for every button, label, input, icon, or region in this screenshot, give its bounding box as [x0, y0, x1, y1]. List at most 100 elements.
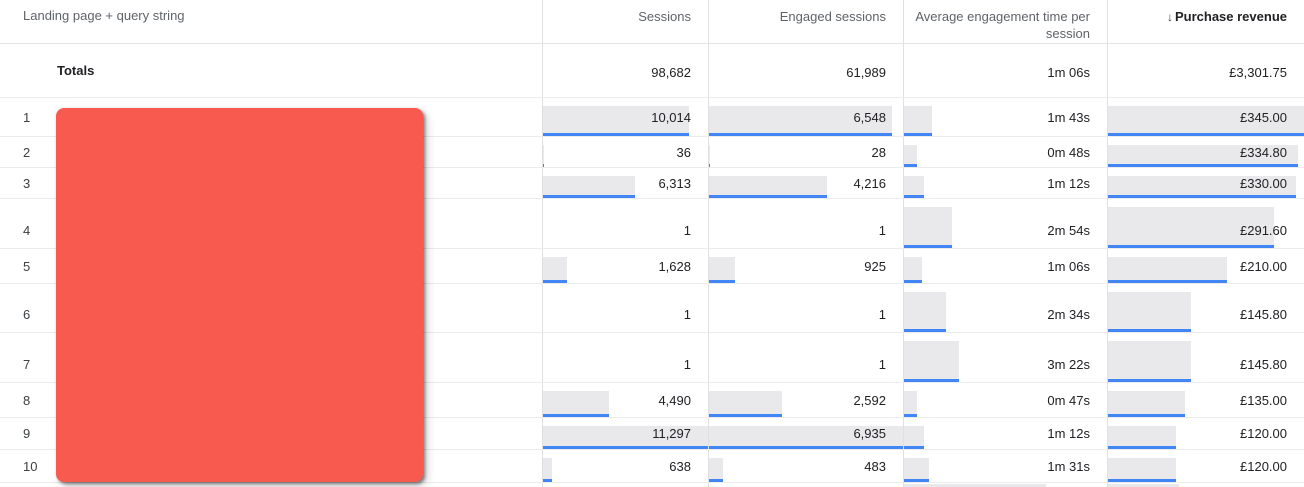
- redaction-overlay: [56, 108, 423, 482]
- cell-bar: [904, 176, 924, 198]
- purchase-revenue-cell: £145.80: [1107, 333, 1304, 382]
- cell-bar: [543, 426, 708, 449]
- cell-bar: [904, 257, 923, 283]
- cell-bar: [543, 106, 690, 136]
- cell-bar: [1108, 426, 1177, 449]
- cell-bar: [709, 426, 903, 449]
- cell-value: 1: [878, 357, 886, 372]
- cell-value: 1: [683, 223, 691, 238]
- table-row: 3 6,313 4,216 1m 12s £330.00: [0, 168, 1304, 199]
- column-header-sessions[interactable]: Sessions: [542, 0, 708, 43]
- cell-value: 1: [878, 307, 886, 322]
- cell-value: 1,628: [658, 258, 691, 274]
- sort-descending-icon: ↓: [1166, 10, 1173, 24]
- row-number: 1: [23, 109, 31, 125]
- purchase-revenue-cell: £330.00: [1107, 168, 1304, 198]
- cell-value: 3m 22s: [1047, 357, 1090, 372]
- totals-label: Totals: [57, 63, 95, 78]
- cell-value: £145.80: [1240, 357, 1287, 372]
- cell-bar: [904, 458, 929, 482]
- avg-engagement-time-cell: 2m 54s: [903, 199, 1107, 248]
- cell-value: 10,014: [651, 109, 691, 125]
- sessions-cell: 1,628: [542, 249, 708, 283]
- table-row: 10 638 483 1m 31s £120.00: [0, 450, 1304, 483]
- cell-value: £330.00: [1240, 175, 1287, 191]
- purchase-revenue-cell: £334.80: [1107, 137, 1304, 167]
- cell-bar: [709, 176, 827, 198]
- cell-value: 0m 48s: [1047, 144, 1090, 160]
- cell-bar: [543, 257, 567, 283]
- engaged-sessions-cell: 1: [708, 333, 903, 382]
- cell-bar: [543, 145, 544, 167]
- cell-value: £291.60: [1240, 223, 1287, 238]
- column-header-purchase-revenue-label: Purchase revenue: [1174, 9, 1287, 24]
- cell-bar: [1108, 341, 1191, 382]
- engaged-sessions-cell: 6,935: [708, 418, 903, 449]
- cell-value: 1m 12s: [1047, 426, 1090, 441]
- purchase-revenue-cell: £345.00: [1107, 98, 1304, 136]
- engaged-sessions-cell: 4,216: [708, 168, 903, 198]
- cell-bar: [904, 341, 959, 382]
- sessions-cell: 1: [542, 333, 708, 382]
- cell-bar: [904, 145, 917, 167]
- row-number: 6: [23, 307, 31, 322]
- cell-value: £135.00: [1240, 392, 1287, 408]
- column-header-purchase-revenue[interactable]: ↓ Purchase revenue: [1107, 0, 1304, 43]
- avg-engagement-time-cell: 1m 06s: [903, 249, 1107, 283]
- cell-value: 36: [676, 144, 691, 160]
- purchase-revenue-cell: £291.60: [1107, 199, 1304, 248]
- purchase-revenue-cell: £210.00: [1107, 249, 1304, 283]
- cell-value: 6,313: [658, 175, 691, 191]
- cell-value: 1m 31s: [1047, 458, 1090, 474]
- table-row: 4 1 1 2m 54s £291.60: [0, 199, 1304, 249]
- cell-value: 0m 47s: [1047, 392, 1090, 408]
- row-number: 2: [23, 144, 31, 160]
- cell-value: 638: [669, 458, 691, 474]
- row-number: 10: [23, 458, 38, 474]
- cell-value: 1m 06s: [1047, 258, 1090, 274]
- cell-bar: [709, 458, 723, 482]
- totals-engaged-sessions: 61,989: [708, 44, 903, 97]
- cell-bar: [1108, 257, 1228, 283]
- avg-engagement-time-cell: 0m 47s: [903, 383, 1107, 417]
- cell-bar: [543, 391, 609, 417]
- cell-bar: [904, 207, 952, 248]
- cell-value: 1: [683, 357, 691, 372]
- cell-bar: [1108, 176, 1296, 198]
- cell-value: 6,548: [853, 109, 886, 125]
- cell-value: £120.00: [1240, 426, 1287, 441]
- cell-value: 1: [878, 223, 886, 238]
- row-number: 9: [23, 426, 31, 441]
- column-header-engaged-sessions[interactable]: Engaged sessions: [708, 0, 903, 43]
- cell-value: 4,216: [853, 175, 886, 191]
- totals-avg-engagement-time: 1m 06s: [903, 44, 1107, 97]
- row-number: 5: [23, 258, 31, 274]
- cell-value: £345.00: [1240, 109, 1287, 125]
- cell-bar: [543, 176, 636, 198]
- cell-bar: [543, 458, 553, 482]
- sessions-cell: 10,014: [542, 98, 708, 136]
- cell-bar: [1108, 292, 1191, 332]
- cell-value: 6,935: [853, 426, 886, 441]
- cell-value: 1m 43s: [1047, 109, 1090, 125]
- engaged-sessions-cell: 483: [708, 450, 903, 482]
- cell-value: 1m 12s: [1047, 175, 1090, 191]
- cell-value: 925: [864, 258, 886, 274]
- cell-value: 2,592: [853, 392, 886, 408]
- column-header-landing-page[interactable]: Landing page + query string: [23, 8, 185, 23]
- avg-engagement-time-cell: 0m 48s: [903, 137, 1107, 167]
- cell-value: £145.80: [1240, 307, 1287, 322]
- cell-value: 4,490: [658, 392, 691, 408]
- engaged-sessions-cell: 1: [708, 199, 903, 248]
- purchase-revenue-cell: £145.80: [1107, 284, 1304, 332]
- avg-engagement-time-cell: 1m 12s: [903, 168, 1107, 198]
- cell-value: £210.00: [1240, 258, 1287, 274]
- cell-bar: [1108, 207, 1274, 248]
- cell-bar: [709, 257, 735, 283]
- cell-value: 28: [871, 144, 886, 160]
- table-row: 1 10,014 6,548 1m 43s £345.00: [0, 98, 1304, 137]
- purchase-revenue-cell: £120.00: [1107, 450, 1304, 482]
- column-header-avg-engagement-time[interactable]: Average engagement time per session: [903, 0, 1107, 43]
- table-header-row: Landing page + query string Sessions Eng…: [0, 0, 1304, 44]
- cell-bar: [709, 391, 782, 417]
